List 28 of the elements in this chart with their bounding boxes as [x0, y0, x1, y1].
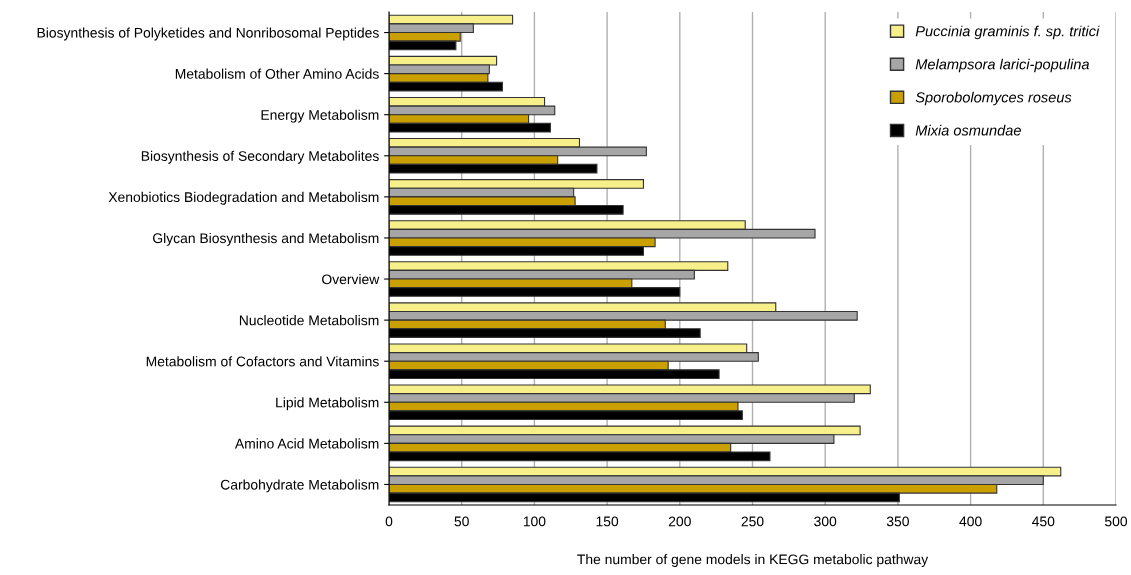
y-tick-label: Biosynthesis of Polyketides and Nonribosomal Peptides [37, 27, 379, 41]
x-tick-label: 100 [523, 516, 546, 527]
y-tick-label: Nucleotide Metabolism [239, 315, 379, 326]
y-tick-label: Energy Metabolism [261, 109, 379, 123]
legend-label: Melampsora larici-populina [915, 58, 1090, 73]
x-tick-label: 500 [1104, 516, 1128, 527]
x-tick-label: 350 [886, 516, 909, 527]
legend-label: Puccinia graminis f. sp. tritici [915, 25, 1100, 40]
legend-label: Sporobolomyces roseus [915, 91, 1072, 106]
x-tick-label: 200 [668, 516, 691, 527]
x-tick-label: 300 [814, 516, 837, 527]
y-tick-label: Carbohydrate Metabolism [220, 479, 379, 493]
x-tick-label: 250 [741, 516, 764, 527]
y-tick-label: Metabolism of Cofactors and Vitamins [146, 356, 379, 367]
x-tick-label: 0 [385, 516, 393, 527]
x-tick-label: 50 [454, 516, 469, 527]
x-tick-label: 400 [959, 516, 982, 527]
x-tick-label: 450 [1032, 516, 1055, 527]
x-tick-label: 150 [596, 516, 619, 527]
y-tick-label: Lipid Metabolism [276, 397, 379, 411]
y-tick-label: Biosynthesis of Secondary Metabolites [141, 150, 379, 164]
y-tick-label: Overview [322, 274, 380, 285]
legend-label: Mixia osmundae [915, 124, 1021, 136]
x-axis-title: The number of gene models in KEGG metabolic pathway [577, 554, 929, 568]
y-tick-label: Amino Acid Metabolism [234, 438, 379, 449]
y-tick-label: Xenobiotics Biodegradation and Metabolism [108, 191, 379, 205]
y-tick-label: Metabolism of Other Amino Acids [175, 68, 379, 79]
y-tick-label: Glycan Biosynthesis and Metabolism [153, 232, 379, 246]
